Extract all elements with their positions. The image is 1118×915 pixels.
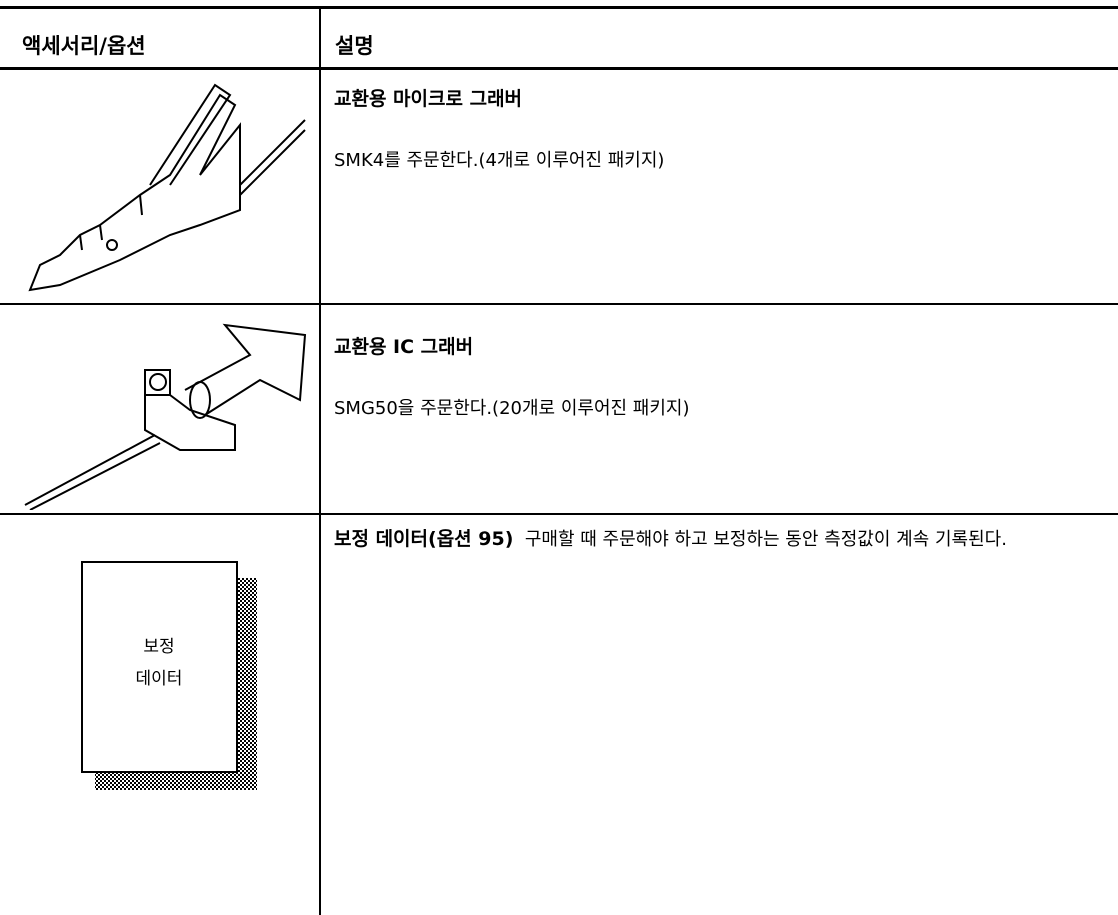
ic-grabber-illustration xyxy=(24,323,307,510)
header-cell: 설명 xyxy=(335,34,374,58)
top-rule xyxy=(0,6,1118,9)
image-label: 데이터 xyxy=(136,669,183,689)
column-divider xyxy=(319,8,321,915)
header-rule xyxy=(0,67,1118,70)
calibration-data-illustration: 보정 데이터 xyxy=(81,561,257,790)
row-title: 보정 데이터(옵션 95) xyxy=(334,528,514,550)
image-label: 보정 xyxy=(143,637,174,657)
row-title: 교환용 IC 그래버 xyxy=(334,336,474,358)
row-description: SMK4를 주문한다.(4개로 이루어진 패키지) xyxy=(334,150,665,171)
micro-grabber-illustration xyxy=(28,83,306,292)
row-description: SMG50을 주문한다.(20개로 이루어진 패키지) xyxy=(334,398,690,419)
header-cell: 액세서리/옵션 xyxy=(22,34,146,58)
row-title: 교환용 마이크로 그래버 xyxy=(334,88,523,110)
row-description: 구매할 때 주문해야 하고 보정하는 동안 측정값이 계속 기록된다. xyxy=(524,529,1007,550)
row-rule xyxy=(0,513,1118,515)
row-paragraph: 보정 데이터(옵션 95) 구매할 때 주문해야 하고 보정하는 동안 측정값이… xyxy=(334,520,1118,559)
row-rule xyxy=(0,303,1118,305)
